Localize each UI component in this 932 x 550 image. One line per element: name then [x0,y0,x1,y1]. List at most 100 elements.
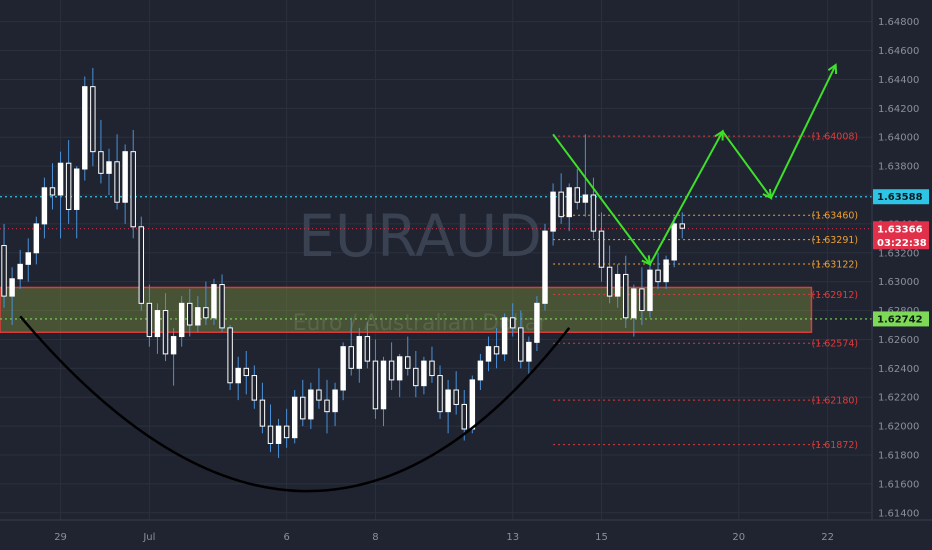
candle-body [106,161,112,174]
candle-body [227,327,233,384]
x-tick-label: 8 [372,532,378,543]
y-axis-background [872,0,932,550]
y-tick-label: 1.64600 [878,46,919,57]
projection-arrowhead [827,63,838,75]
candle-body [429,360,435,377]
candle-body [251,375,258,401]
price-tags: 1.63588 1.62742 1.63366 03:22:38 [873,189,929,327]
candle-body [647,269,653,312]
cup-curve [19,315,571,493]
candle-body [526,341,532,362]
candle-body [122,151,128,203]
resistance-tag-bg [873,189,929,205]
candle-body [283,425,290,439]
candle-body [203,307,209,319]
candle-body [114,161,120,203]
candle-body [477,360,484,381]
candle-body [98,151,104,174]
candle-body [170,336,177,355]
candle-body [558,191,564,218]
candle-body [655,269,661,283]
candle-body [57,162,64,196]
grid [0,0,872,520]
candle-body [332,389,338,413]
candle-body [663,259,669,283]
candle-body [73,168,80,210]
candle-body [138,226,145,304]
x-axis[interactable]: 29 Jul 6 8 13 15 20 22 [0,519,932,550]
projection-arrowhead [641,255,652,267]
candle-body [324,399,330,413]
candle-body [453,389,459,405]
candle-body [550,191,556,232]
candle-body [65,162,72,210]
candle-body [582,194,589,203]
projection-arrowhead [762,188,773,200]
candle-body [267,425,274,444]
candle-body [639,288,645,312]
candle-body [421,360,427,387]
candle-body [518,327,524,362]
candle-body [259,399,266,427]
y-tick-label: 1.63200 [878,248,919,259]
fib-level-label: (1.63460) [811,211,858,222]
candle-body [340,346,346,391]
candle-body [679,223,685,229]
watermark-symbol: EURAUD [298,202,542,270]
support-tag-label: 1.62742 [877,314,923,325]
candle-body [49,187,56,196]
candle-body [501,317,508,355]
candle-body [364,336,371,362]
candle-body [671,223,677,261]
candle-body [90,86,96,153]
candle-body [195,307,201,326]
y-tick-label: 1.64200 [878,104,919,115]
x-axis-background [0,520,932,550]
y-tick-label: 1.63800 [878,162,919,173]
x-tick-label: 22 [821,532,834,543]
candle-body [178,302,185,338]
x-tick-label: 15 [595,532,608,543]
support-zone [0,286,813,333]
candle-body [413,367,419,387]
fib-level-label: (1.61872) [811,440,858,451]
candle-body [574,187,581,203]
candle-body [461,403,467,430]
y-tick-label: 1.63000 [878,277,919,288]
candle-body [606,266,613,297]
current-price-label: 1.63366 [877,224,923,235]
candle-body [275,425,282,444]
candle-body [485,346,492,362]
candle-body [1,245,7,297]
y-tick-label: 1.61800 [878,451,919,462]
candle-body [130,151,136,228]
candle-body [388,360,395,381]
projection-arrowhead [714,129,724,141]
x-tick-label: 6 [283,532,289,543]
candle-body [17,263,23,280]
candle-body [41,187,48,225]
y-tick-label: 1.64800 [878,17,919,28]
candles [1,67,685,458]
candle-body [372,360,379,410]
fib-level-label: (1.62912) [811,290,858,301]
y-tick-label: 1.64400 [878,75,919,86]
candle-body [437,375,443,413]
fib-level-label: (1.64008) [811,132,858,143]
annotations [19,63,838,493]
candle-body [219,284,225,329]
y-axis[interactable]: 1.64800 1.64600 1.64400 1.64200 1.64000 1.638… [871,0,932,550]
fib-level-label: (1.63122) [811,260,858,271]
candle-body [154,310,161,338]
candle-body [211,284,217,319]
candle-body [598,230,605,268]
candle-body [566,187,572,218]
candle-body [82,86,88,170]
candle-body [291,396,298,439]
candle-body [243,367,249,377]
candle-body [25,252,31,265]
candle-body [405,356,411,369]
